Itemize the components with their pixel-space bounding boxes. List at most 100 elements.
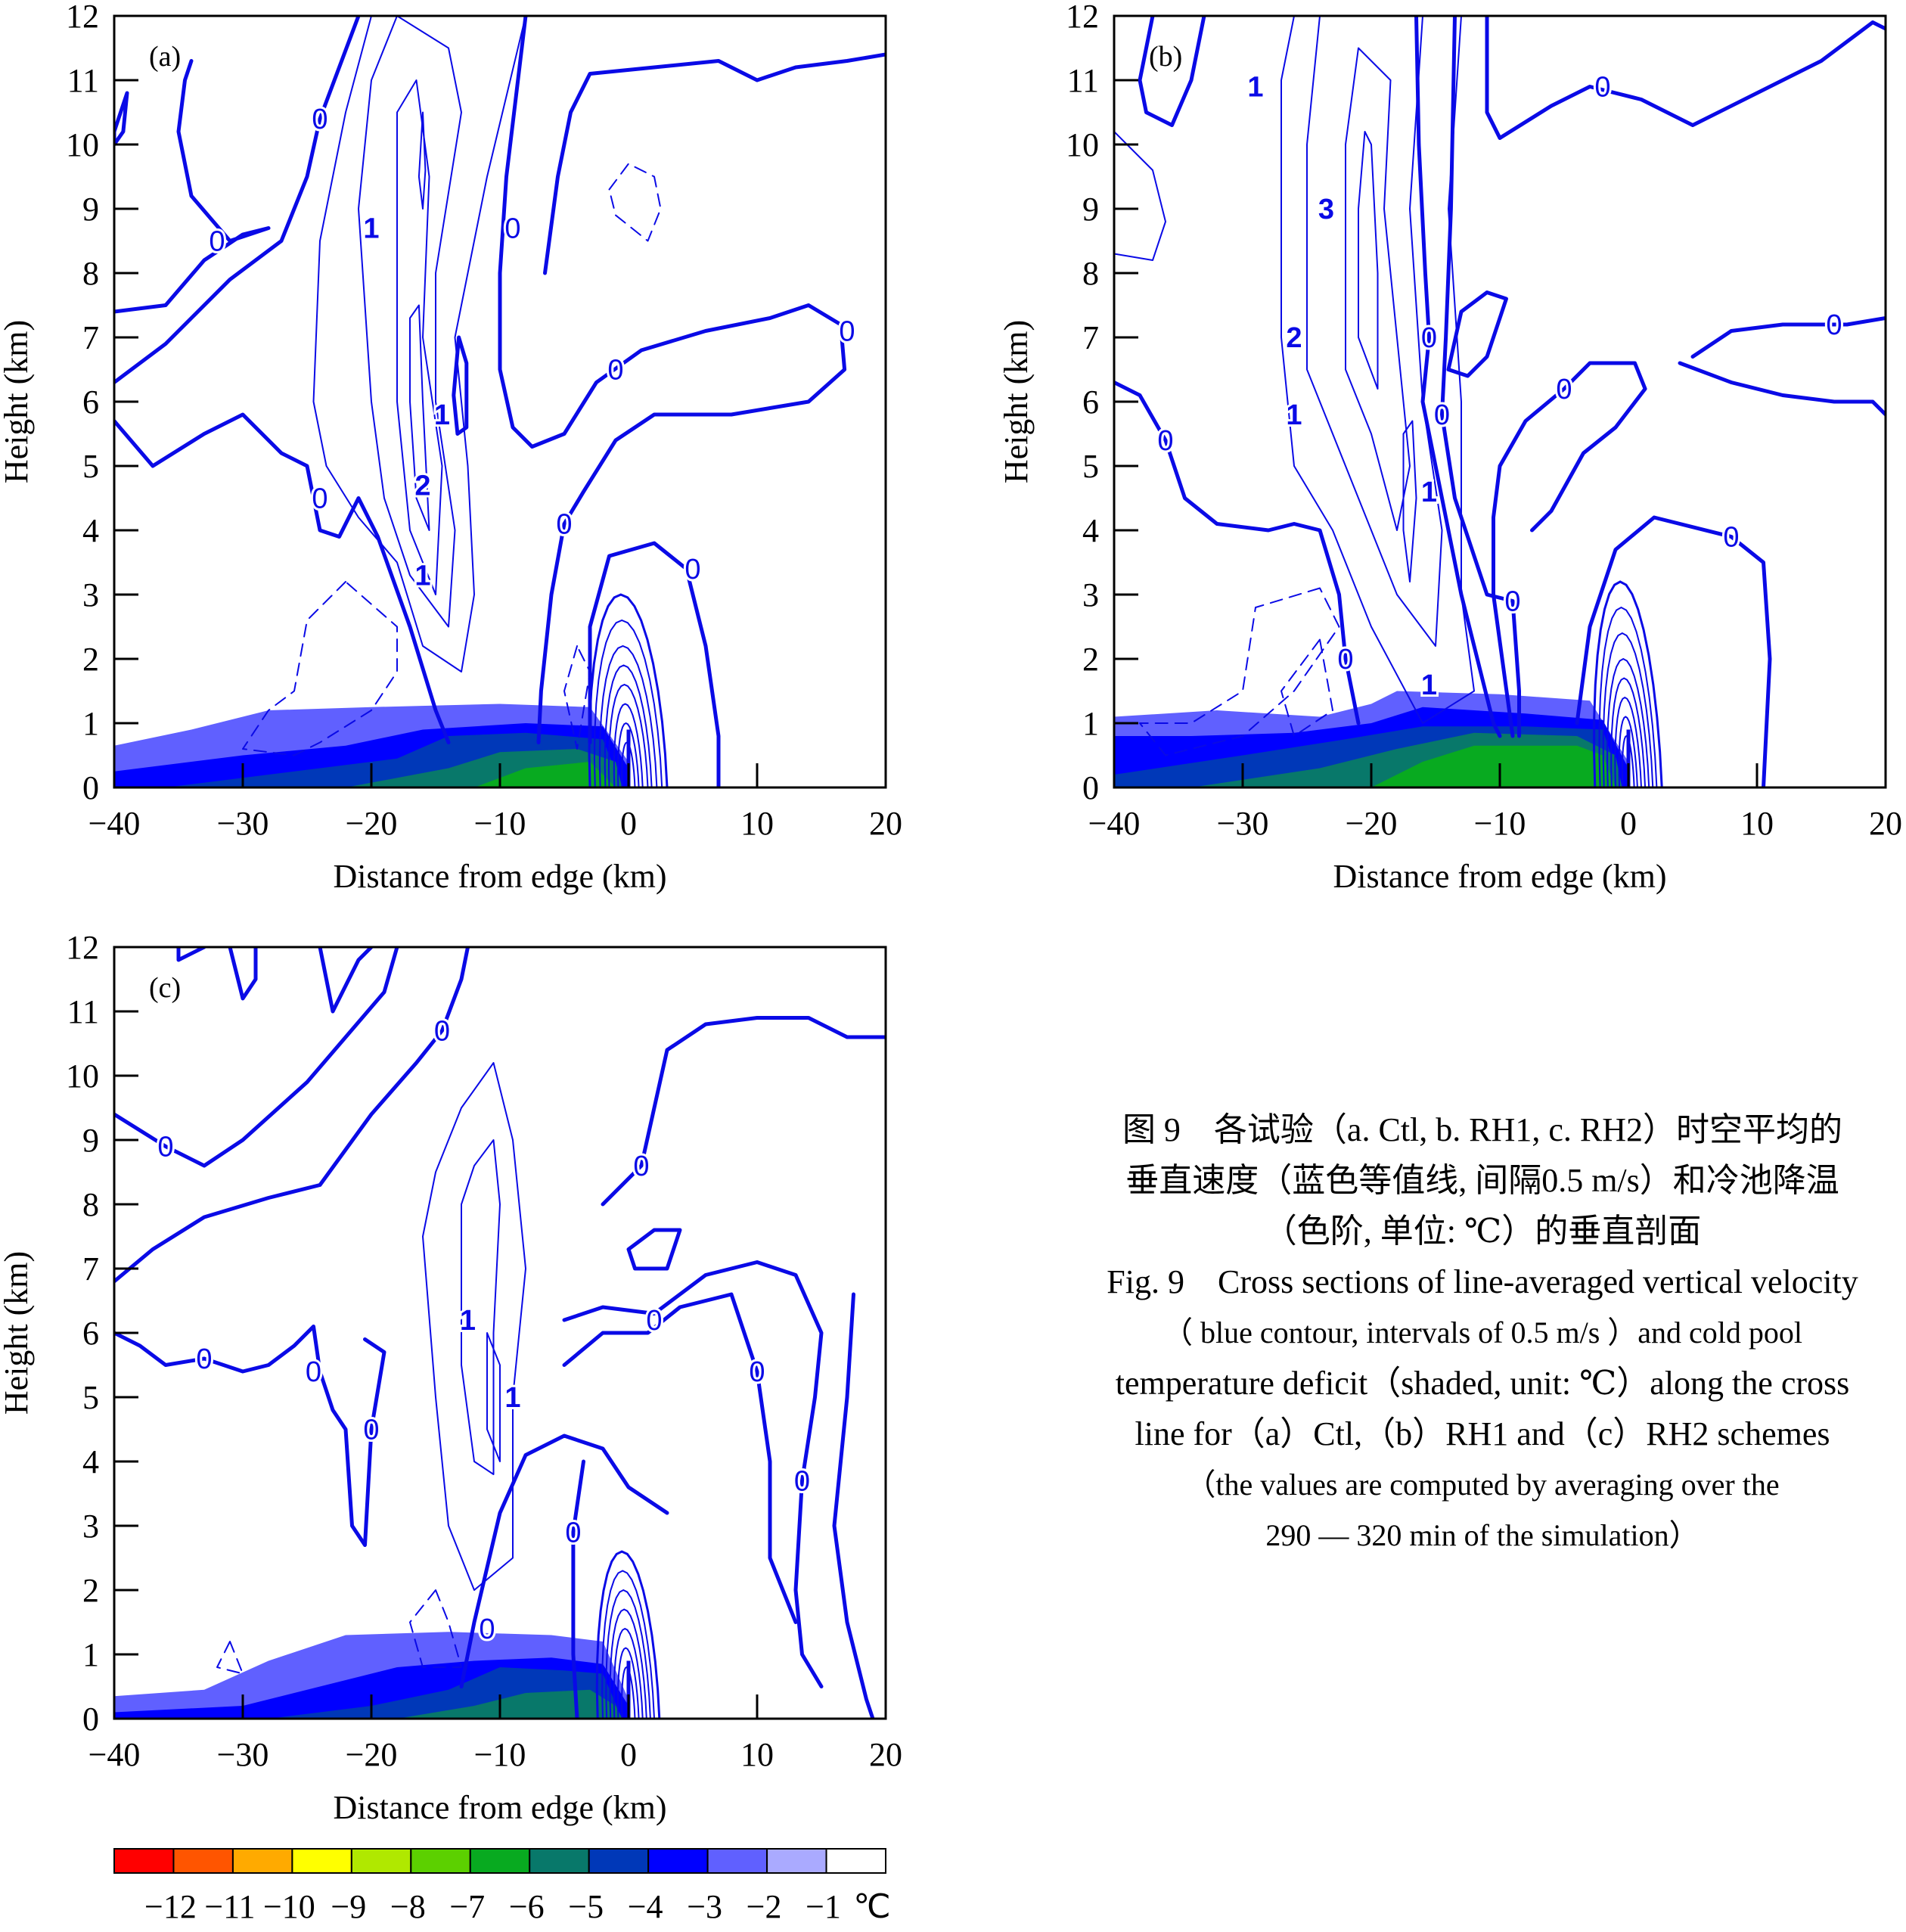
contour-label: 0 bbox=[794, 1466, 810, 1498]
contour-label: 1 bbox=[1421, 477, 1437, 508]
colorbar-tick-label: −6 bbox=[509, 1888, 545, 1925]
zero-contour bbox=[543, 52, 886, 275]
y-tick-label: 7 bbox=[82, 1250, 99, 1287]
x-tick-label: −10 bbox=[474, 805, 526, 842]
contour-label: 1 bbox=[414, 561, 430, 592]
positive-contour bbox=[312, 16, 526, 672]
zero-contour bbox=[114, 412, 451, 744]
x-tick-label: 20 bbox=[1869, 805, 1902, 842]
y-tick-label: 11 bbox=[67, 62, 99, 99]
contour-label: 1 bbox=[1286, 399, 1302, 431]
zero-contour bbox=[601, 1016, 886, 1207]
colorbar-tick-label: −1 bbox=[806, 1888, 841, 1925]
y-tick-label: 3 bbox=[82, 576, 99, 613]
colorbar-swatch bbox=[469, 1848, 531, 1874]
updraft-contour bbox=[604, 664, 653, 787]
updraft-contour bbox=[1618, 716, 1638, 787]
negative-contour bbox=[1139, 587, 1340, 756]
caption-line-9: 290 — 320 min of the simulation） bbox=[1265, 1518, 1700, 1552]
y-tick-label: 11 bbox=[67, 993, 99, 1030]
zero-contour bbox=[1138, 16, 1206, 127]
y-tick-label: 7 bbox=[1082, 319, 1099, 356]
y-tick-label: 12 bbox=[66, 929, 99, 966]
colorbar-tick-label: −2 bbox=[747, 1888, 782, 1925]
caption-line-4: Fig. 9 Cross sections of line-averaged v… bbox=[1107, 1263, 1858, 1300]
y-tick-label: 4 bbox=[1082, 512, 1099, 549]
y-tick-label: 4 bbox=[82, 512, 99, 549]
zero-contour bbox=[1446, 290, 1508, 378]
positive-contour bbox=[486, 1332, 501, 1462]
zero-contour bbox=[571, 1459, 585, 1719]
y-tick-label: 6 bbox=[1082, 384, 1099, 421]
contour-label: 1 bbox=[504, 1382, 520, 1414]
contour-label: 0 bbox=[157, 1132, 173, 1163]
x-tick-label: 20 bbox=[869, 1736, 902, 1773]
x-tick-label: −30 bbox=[1217, 805, 1269, 842]
plot-area: 0 0 0 0 0 0 0 0 0 1 1 1 1 2 3 bbox=[1114, 16, 1886, 787]
updraft-contour bbox=[1610, 677, 1647, 787]
contour-label: 0 bbox=[1157, 425, 1173, 457]
colorbar: −12 −11 −10 −9 −8 −7 −6 −5 −4 −3 −2 −1 ℃ bbox=[113, 1848, 891, 1925]
contour-label: 0 bbox=[556, 509, 572, 541]
colorbar-swatch bbox=[647, 1848, 709, 1874]
colorbar-swatch bbox=[529, 1848, 590, 1874]
contour-label: 0 bbox=[1723, 522, 1739, 554]
x-tick-label: −30 bbox=[217, 1736, 269, 1773]
x-tick-label: −10 bbox=[1474, 805, 1526, 842]
colorbar-swatch bbox=[291, 1848, 352, 1874]
x-tick-label: −30 bbox=[217, 805, 269, 842]
contour-label: 0 bbox=[1594, 72, 1610, 104]
zero-contour bbox=[1114, 380, 1361, 725]
contour-label: 1 bbox=[434, 399, 450, 431]
colorbar-swatch bbox=[825, 1848, 886, 1874]
x-tick-label: −40 bbox=[88, 1736, 141, 1773]
x-axis-label: Distance from edge (km) bbox=[1333, 858, 1666, 895]
y-tick-label: 1 bbox=[1082, 705, 1099, 742]
y-tick-label: 4 bbox=[82, 1443, 99, 1480]
zero-contour bbox=[114, 91, 129, 147]
caption-line-2: 垂直速度（蓝色等值线, 间隔0.5 m/s）和冷池降温 bbox=[1125, 1162, 1839, 1199]
colorbar-swatch bbox=[350, 1848, 412, 1874]
updraft-contour bbox=[607, 683, 649, 787]
caption-line-7: line for（a）Ctl,（b）RH1 and（c）RH2 schemes bbox=[1135, 1415, 1830, 1452]
updraft-contour bbox=[605, 1589, 651, 1719]
contour-label: 0 bbox=[607, 355, 623, 387]
zero-contour bbox=[114, 16, 361, 384]
updraft-contour bbox=[595, 1550, 661, 1719]
y-tick-label: 5 bbox=[82, 448, 99, 485]
updraft-contour bbox=[1602, 632, 1654, 787]
updraft-contour bbox=[1614, 696, 1642, 787]
cold-pool-shading-6 bbox=[1371, 745, 1616, 787]
contour-label: 0 bbox=[196, 1343, 212, 1375]
y-tick-label: 9 bbox=[82, 191, 99, 228]
positive-contour bbox=[396, 79, 443, 595]
plot-area: 0 0 0 0 0 0 0 0 0 0 0 1 1 bbox=[114, 947, 886, 1719]
contour-label: 0 bbox=[1434, 399, 1450, 431]
negative-contour bbox=[608, 163, 662, 242]
x-tick-label: 10 bbox=[740, 805, 774, 842]
plot-frame bbox=[113, 946, 887, 1720]
y-tick-label: 11 bbox=[1067, 62, 1099, 99]
updraft-contour bbox=[617, 722, 640, 787]
y-tick-label: 2 bbox=[82, 641, 99, 678]
y-tick-label: 7 bbox=[82, 319, 99, 356]
zero-contour bbox=[1575, 515, 1772, 787]
cold-pool-shading-6 bbox=[474, 762, 616, 787]
positive-contour bbox=[1114, 131, 1166, 261]
x-tick-label: −40 bbox=[88, 805, 141, 842]
x-tick-label: −20 bbox=[1346, 805, 1398, 842]
contour-label: 0 bbox=[684, 554, 700, 586]
contour-label: 0 bbox=[306, 1356, 321, 1388]
positive-contour bbox=[1306, 16, 1443, 647]
positive-contour bbox=[1280, 16, 1475, 724]
zero-contour bbox=[498, 16, 847, 744]
y-tick-label: 0 bbox=[1082, 769, 1099, 806]
y-tick-label: 10 bbox=[66, 126, 99, 163]
contour-label: 0 bbox=[479, 1614, 495, 1645]
zero-contour bbox=[452, 335, 469, 436]
colorbar-tick-label: −7 bbox=[449, 1888, 485, 1925]
contour-label: 0 bbox=[749, 1356, 765, 1388]
zero-contour bbox=[228, 947, 258, 1001]
y-tick-label: 5 bbox=[1082, 448, 1099, 485]
